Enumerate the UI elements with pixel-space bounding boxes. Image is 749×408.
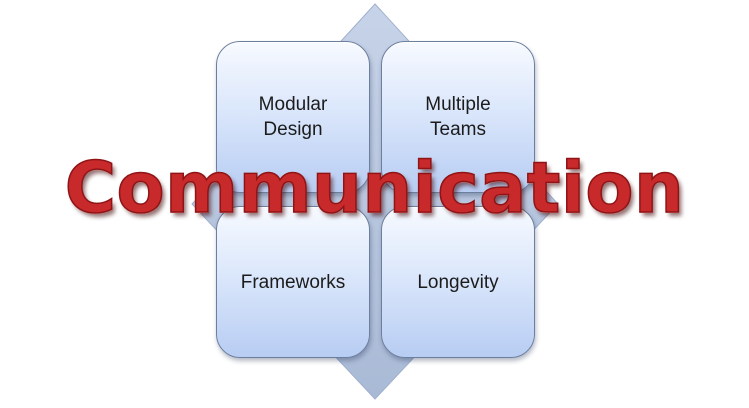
box-modular-design-line1: Modular (258, 94, 328, 115)
box-frameworks-label: Frameworks (240, 271, 346, 293)
box-multiple-teams-line1: Multiple (425, 94, 491, 115)
box-multiple-teams-line2: Teams (430, 119, 486, 140)
box-frameworks: Frameworks (216, 206, 370, 358)
box-modular-design-line2: Design (263, 119, 323, 140)
box-longevity: Longevity (381, 206, 535, 358)
box-modular-design-label: Modular Design (259, 92, 328, 142)
box-longevity-label: Longevity (417, 271, 499, 293)
box-multiple-teams: Multiple Teams (381, 41, 535, 193)
diagram-title: Communication (64, 146, 685, 230)
box-modular-design: Modular Design (216, 41, 370, 193)
box-multiple-teams-label: Multiple Teams (425, 92, 490, 142)
